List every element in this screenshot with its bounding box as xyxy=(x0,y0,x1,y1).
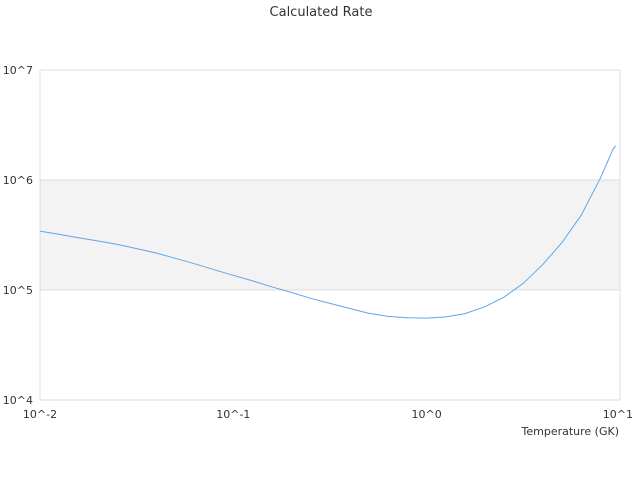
y-tick-label: 10^5 xyxy=(3,284,33,297)
x-tick-label: 10^-1 xyxy=(216,408,250,421)
x-axis-ticks: 10^-2 10^-1 10^0 10^1 xyxy=(23,408,633,421)
x-tick-label: 10^1 xyxy=(603,408,633,421)
chart-title: Calculated Rate xyxy=(270,5,373,20)
y-axis-ticks: 10^4 10^5 10^6 10^7 xyxy=(3,64,33,407)
series-line-0 xyxy=(39,145,617,319)
x-tick-label: 10^0 xyxy=(412,408,442,421)
x-axis-title: Temperature (GK) xyxy=(521,425,620,438)
y-tick-label: 10^6 xyxy=(3,174,33,187)
grid-lines xyxy=(39,69,621,401)
y-tick-label: 10^4 xyxy=(3,394,33,407)
series-layer xyxy=(39,145,617,319)
shaded-band xyxy=(40,180,620,290)
y-tick-label: 10^7 xyxy=(3,64,33,77)
x-tick-label: 10^-2 xyxy=(23,408,57,421)
